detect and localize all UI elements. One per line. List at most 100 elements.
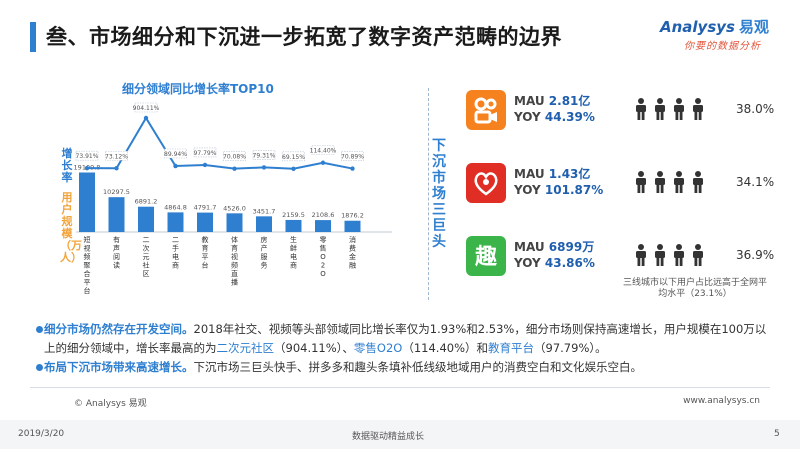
person-icon [653, 171, 667, 195]
bar [285, 219, 302, 232]
bullet-2: 布局下沉市场带来高速增长。下沉市场三巨头快手、拼多多和趣头条填补低线级地域用户的… [30, 358, 770, 377]
section-divider [428, 88, 429, 300]
category-label: 消费金融 [349, 235, 356, 270]
mau-label: MAU [514, 94, 545, 108]
growth-value-label: 70.89% [341, 154, 364, 161]
bar-value-label: 1876.2 [341, 212, 364, 220]
growth-point [232, 166, 237, 171]
growth-point [114, 166, 119, 171]
growth-label-box [75, 150, 99, 161]
bar-value-label: 4791.7 [194, 204, 217, 212]
category-label: 有声阅读 [113, 235, 120, 270]
highlight-anime: 二次元社区 [216, 341, 275, 355]
bar-value-label: 6891.2 [135, 198, 158, 206]
footer-date: 2019/3/20 [18, 429, 65, 439]
growth-label-box [252, 150, 276, 160]
user-share-value: 36.9% [736, 248, 775, 262]
yoy-value: 44.39% [544, 110, 595, 124]
mau-value: 2.81亿 [548, 94, 591, 108]
title-accent-bar [30, 22, 36, 52]
category-label: 零售 O 2 O [320, 236, 327, 278]
growth-value-label: 89.94% [164, 151, 187, 158]
highlight-education: 教育平台 [488, 341, 535, 355]
bullet-2-text: 下沉市场三巨头快手、拼多多和趣头条填补低线级地域用户的消费空白和文化娱乐空白。 [193, 360, 643, 374]
person-icon [653, 244, 667, 268]
mau-value: 6899万 [548, 240, 595, 254]
bar-value-label: 2159.5 [282, 211, 305, 219]
slide-title: 叁、市场细分和下沉进一步拓宽了数字资产范畴的边界 [46, 25, 562, 49]
growth-value-label: 97.79% [194, 150, 217, 157]
person-icon [672, 244, 686, 268]
growth-point [202, 162, 208, 168]
bar [138, 206, 154, 232]
bar-value-label: 4864.8 [164, 203, 187, 211]
bullet-1: 细分市场仍然存在开发空间。2018年社交、视频等头部领域同比增长率仅为1.93%… [30, 320, 770, 358]
person-icon [634, 98, 648, 122]
svg-text:趣: 趣 [474, 244, 497, 270]
growth-point [143, 115, 149, 121]
growth-line [86, 116, 353, 170]
bar [344, 220, 361, 232]
yoy-label: YOY [514, 183, 541, 197]
bar [226, 213, 243, 232]
bar-value-label: 10297.5 [103, 188, 130, 196]
person-icon [653, 98, 667, 122]
user-share-pictogram [634, 98, 705, 122]
growth-label-box [341, 151, 364, 161]
growth-point [173, 163, 178, 169]
bullet-1-text-c: （114.40%）和 [402, 341, 489, 355]
category-label: 短视频聚合平台 [84, 235, 91, 295]
logo-cn: 易观 [738, 18, 769, 36]
category-label: 教育平台 [202, 235, 209, 270]
pinduoduo-icon [466, 163, 506, 203]
app-metrics: MAU 2.81亿 YOY 44.39% [514, 93, 595, 125]
footer-slogan: 数据驱动精益成长 [352, 432, 425, 442]
growth-point [350, 166, 355, 171]
mau-label: MAU [514, 240, 545, 254]
person-icon [634, 171, 648, 195]
category-label: 房产服务 [261, 235, 268, 270]
copyright: © Analysys 易观 [74, 399, 147, 409]
page-footer: 2019/3/20 数据驱动精益成长 5 [0, 420, 800, 449]
person-icon [691, 98, 705, 122]
growth-chart: 19109.8短视频聚合平台10297.5有声阅读6891.2二次元社区4864… [74, 102, 392, 295]
yoy-value: 43.86% [544, 256, 595, 270]
qutoutiao-icon: 趣 [466, 236, 506, 276]
logo-brand: Analysys 易观 [660, 16, 780, 37]
growth-point [320, 160, 326, 165]
category-label: 体育视频直播 [231, 235, 238, 287]
growth-value-label: 70.08% [223, 154, 246, 161]
sink-market-title: 下沉市场三巨头 [432, 138, 446, 250]
lower-tier-note: 三线城市以下用户占比远高于全网平均水平（23.1%） [622, 278, 767, 299]
bullet-2-heading: 布局下沉市场带来高速增长。 [44, 360, 194, 374]
yoy-value: 101.87% [544, 183, 604, 197]
bar-value-label: 4526.0 [223, 204, 246, 212]
bullet-1-text-d: （97.79%）。 [534, 341, 607, 355]
bar-value-label: 2108.6 [312, 211, 335, 219]
growth-label-box [164, 148, 187, 159]
yoy-label: YOY [514, 256, 541, 270]
growth-value-label: 79.31% [253, 152, 276, 159]
person-icon [634, 244, 648, 268]
chart-title: 细分领域同比增长率TOP10 [122, 82, 274, 96]
category-label: 二手电商 [172, 236, 179, 270]
user-share-value: 34.1% [736, 175, 775, 189]
person-icon [672, 171, 686, 195]
bullet-1-heading: 细分市场仍然存在开发空间。 [44, 322, 194, 336]
bar [197, 212, 213, 232]
app-metrics: MAU 1.43亿 YOY 101.87% [514, 166, 603, 198]
growth-point [261, 165, 267, 170]
website-link[interactable]: www.analysys.cn [683, 396, 760, 406]
bar [79, 172, 95, 232]
summary-text: 细分市场仍然存在开发空间。2018年社交、视频等头部领域同比增长率仅为1.93%… [30, 320, 770, 377]
user-share-pictogram [634, 244, 705, 268]
logo-slogan: 你要的数据分析 [684, 41, 761, 52]
growth-axis-label: 增长率 [61, 147, 73, 184]
page-number: 5 [774, 429, 780, 439]
growth-value-label: 69.15% [282, 154, 305, 161]
analysys-logo: Analysys 易观 你要的数据分析 [660, 16, 780, 56]
slide: 叁、市场细分和下沉进一步拓宽了数字资产范畴的边界 Analysys 易观 你要的数… [0, 0, 800, 420]
category-label: 二次元社区 [143, 236, 150, 278]
person-icon [691, 171, 705, 195]
